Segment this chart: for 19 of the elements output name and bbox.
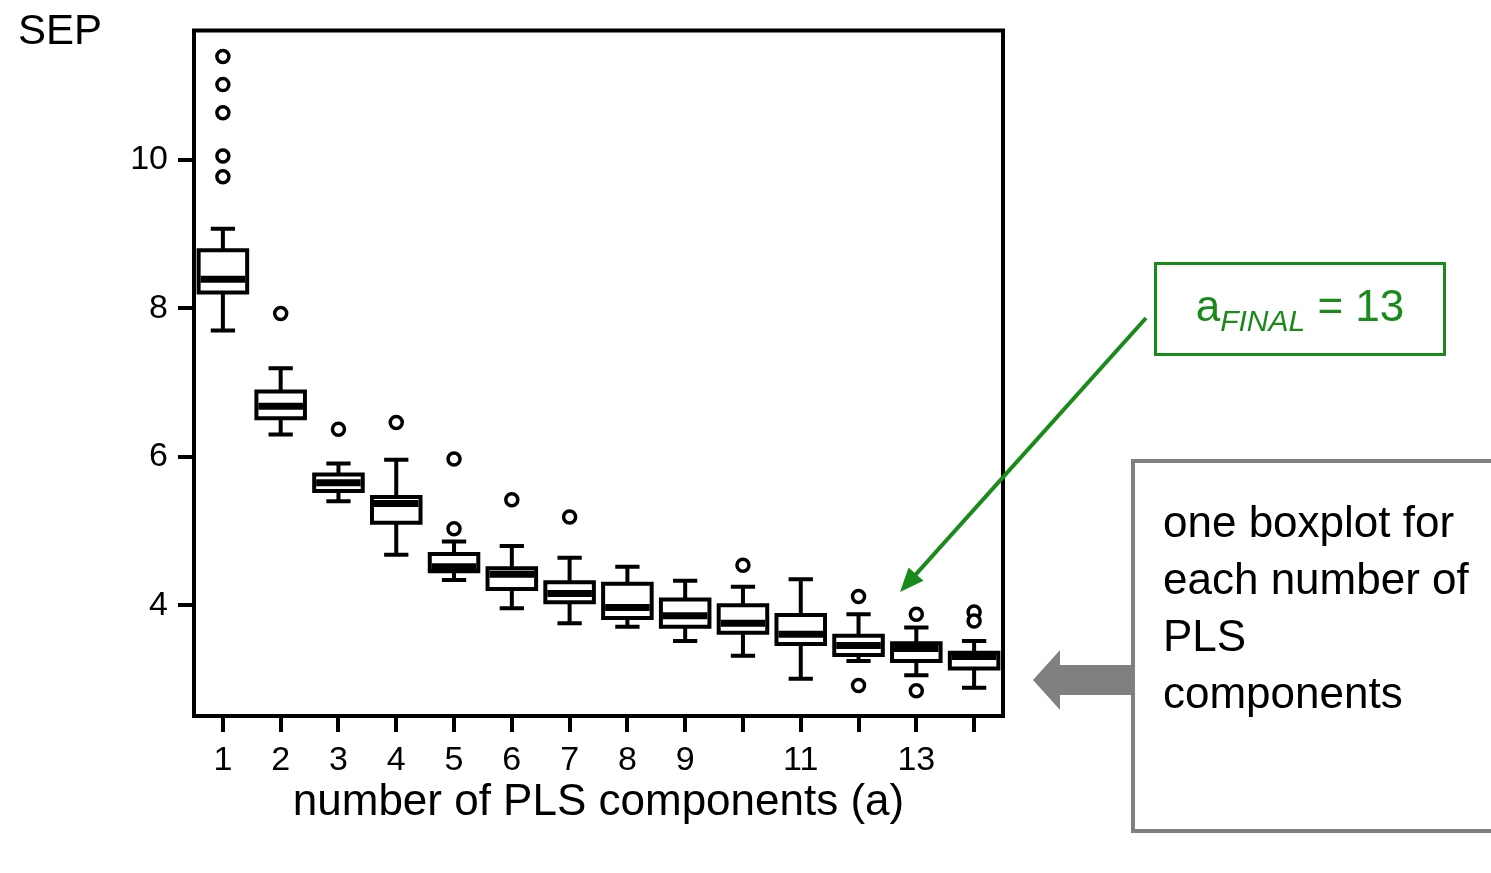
x-tick-label: 5	[444, 738, 464, 777]
x-tick-label: 9	[675, 738, 695, 777]
x-tick-label: 8	[617, 738, 637, 777]
y-tick-label: 8	[149, 286, 168, 325]
text: a$_{FINAL}$ = 13	[1195, 280, 1405, 338]
x-tick-label: 3	[329, 738, 348, 777]
x-axis-title: number of PLS components (a)	[292, 774, 905, 824]
x-tick-label: 7	[560, 738, 580, 777]
x-tick-label: 13	[897, 738, 936, 777]
x-tick-label: 11	[783, 738, 819, 777]
y-axis-title: SEP	[18, 6, 103, 54]
text: one boxplot for each number of PLS components	[1163, 497, 1469, 717]
x-tick-label: 4	[386, 738, 406, 777]
x-tick-label: 6	[502, 738, 522, 777]
y-tick-label: 10	[130, 138, 168, 177]
y-tick-label: 4	[149, 583, 168, 622]
x-tick-label: 1	[213, 738, 233, 777]
y-tick-label: 6	[149, 435, 168, 474]
x-tick-label: 2	[271, 738, 291, 777]
